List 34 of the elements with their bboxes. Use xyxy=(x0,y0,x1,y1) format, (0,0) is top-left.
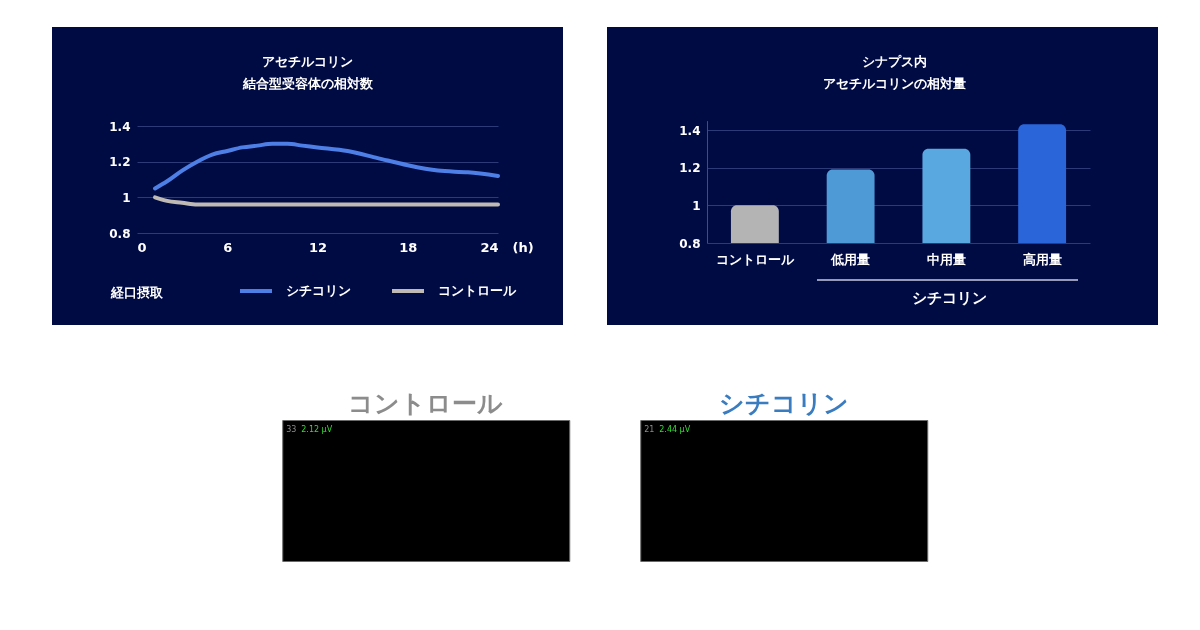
x-tick-label: 12 xyxy=(308,239,328,255)
line-series xyxy=(153,141,500,191)
x-tick-label: 6 xyxy=(223,239,233,255)
x-axis-title: (h) xyxy=(512,239,534,255)
legend-label: シチコリン xyxy=(286,283,351,298)
x-tick-label: コントロール xyxy=(715,251,795,267)
text: コントロール xyxy=(348,389,504,418)
y-tick-label: 0.8 xyxy=(109,226,131,241)
text: 33 xyxy=(286,425,297,434)
x-tick-label: 0 xyxy=(137,239,147,255)
chart-subtitle: 結合型受容体の相対数 xyxy=(241,76,374,91)
line-series xyxy=(153,195,500,207)
text: 2.44 μV xyxy=(659,425,691,434)
x-tick-label: 中用量 xyxy=(926,251,966,267)
x-tick-label: 低用量 xyxy=(830,251,871,267)
x-tick-label: 24 xyxy=(480,239,499,255)
y-tick-label: 1.4 xyxy=(679,123,701,138)
x-tick-label: 高用量 xyxy=(1022,251,1062,267)
chart-title: シナプス内 xyxy=(862,54,927,69)
text: 2.12 μV xyxy=(301,425,333,434)
text: シチコリン xyxy=(718,389,849,418)
y-tick-label: 1 xyxy=(692,198,701,213)
y-tick-label: 1.2 xyxy=(679,161,701,176)
legend-label: コントロール xyxy=(438,283,517,298)
y-tick-label: 1 xyxy=(122,190,131,205)
text: 経口摂取 xyxy=(110,285,164,300)
y-tick-label: 1.4 xyxy=(109,119,131,134)
x-tick-label: 18 xyxy=(399,239,418,255)
y-tick-label: 0.8 xyxy=(679,236,701,251)
text: シチコリン xyxy=(911,289,987,307)
y-tick-label: 1.2 xyxy=(109,155,131,170)
chart-subtitle: アセチルコリンの相対量 xyxy=(823,76,966,91)
text: 21 xyxy=(644,425,655,434)
chart-title: アセチルコリン xyxy=(262,54,353,69)
